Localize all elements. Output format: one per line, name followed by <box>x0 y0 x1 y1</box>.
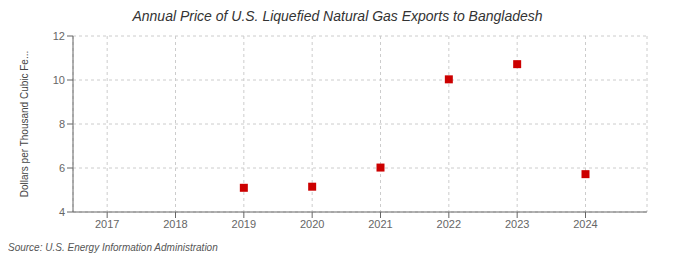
html-text:Annual Price of U.S. Liquefied: Annual Price of U.S. Liquefied Natural G… <box>132 8 543 24</box>
svg-text:4: 4 <box>59 206 65 218</box>
svg-text:8: 8 <box>59 118 65 130</box>
svg-text:6: 6 <box>59 162 65 174</box>
svg-text:2024: 2024 <box>573 218 597 230</box>
svg-text:10: 10 <box>53 74 65 86</box>
svg-text:2020: 2020 <box>300 218 324 230</box>
svg-text:2019: 2019 <box>232 218 256 230</box>
svg-text:2022: 2022 <box>437 218 461 230</box>
svg-text:12: 12 <box>53 30 65 42</box>
svg-text:2023: 2023 <box>505 218 529 230</box>
svg-text:2021: 2021 <box>368 218 392 230</box>
svg-text:2018: 2018 <box>163 218 187 230</box>
html-text:Source: U.S. Energy Informatio: Source: U.S. Energy Information Administ… <box>8 242 218 253</box>
svg-text:Dollars per Thousand Cubic Fe.: Dollars per Thousand Cubic Fe... <box>19 51 30 198</box>
svg-text:2017: 2017 <box>95 218 119 230</box>
